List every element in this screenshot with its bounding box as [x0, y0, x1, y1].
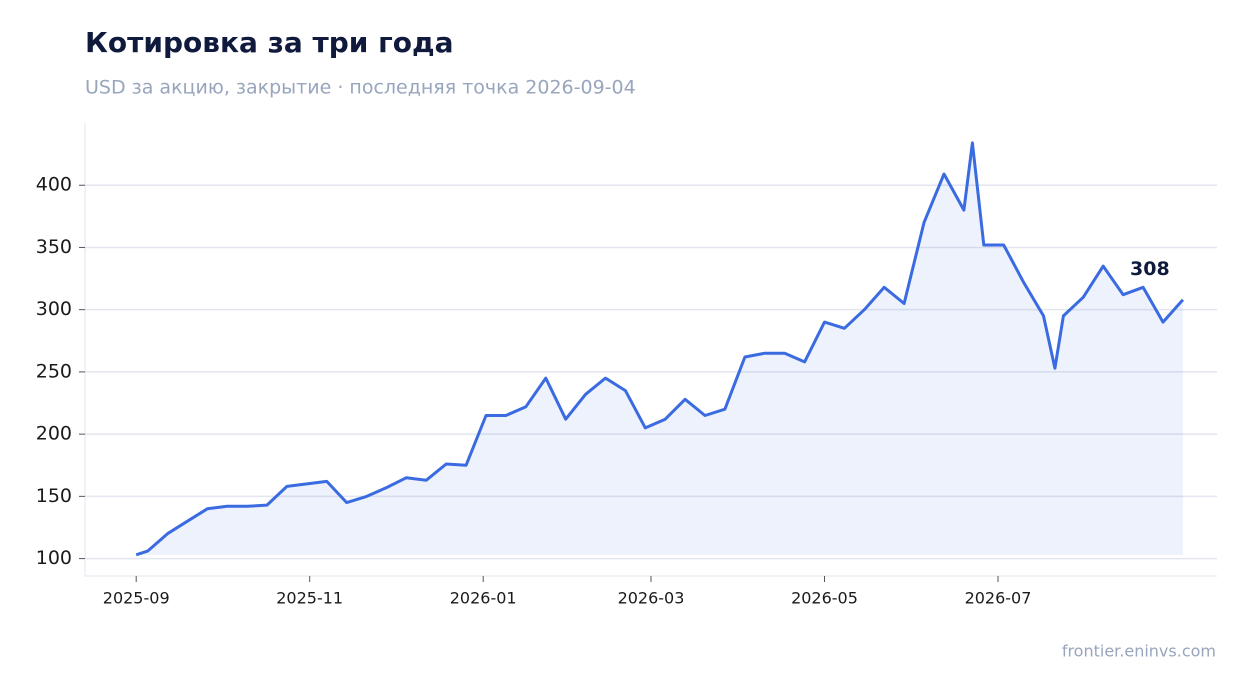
- x-tick-label: 2026-01: [450, 589, 517, 608]
- y-tick-label: 350: [36, 236, 72, 258]
- x-tick-label: 2025-09: [103, 589, 170, 608]
- x-tick-label: 2026-07: [965, 589, 1032, 608]
- data-label: 308: [1130, 258, 1170, 280]
- y-tick-label: 100: [36, 547, 72, 569]
- x-tick-label: 2026-03: [618, 589, 685, 608]
- y-tick-label: 200: [36, 423, 72, 445]
- line: [135, 141, 1185, 557]
- y-tick-label: 150: [36, 485, 72, 507]
- chart-subtitle: USD за акцию, закрытие · последняя точка…: [85, 77, 636, 99]
- y-tick-label: 250: [36, 360, 72, 382]
- x-tick-label: 2026-05: [791, 589, 858, 608]
- x-tick-label: 2025-11: [276, 589, 343, 608]
- y-tick-label: 400: [36, 174, 72, 196]
- area: [136, 142, 1183, 555]
- y-tick-label: 300: [36, 298, 72, 320]
- chart-title: Котировка за три года: [85, 26, 454, 59]
- source: frontier.eninvs.com: [1062, 642, 1216, 661]
